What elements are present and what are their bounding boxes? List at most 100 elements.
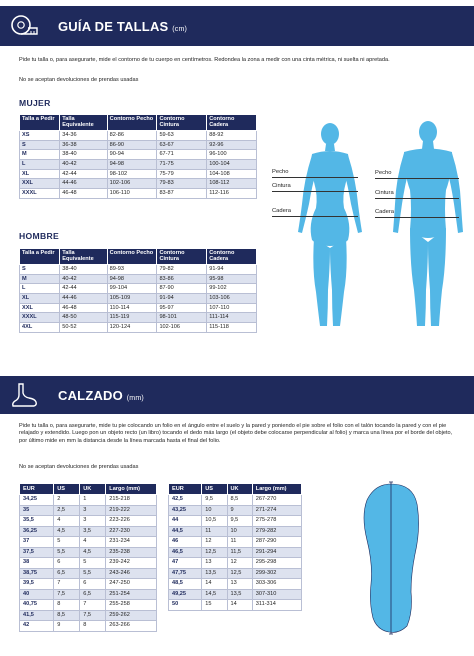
table-cell: 112-116 <box>206 188 257 199</box>
table-cell: 215-218 <box>105 494 157 506</box>
table-header: Talla Equivalente <box>59 248 108 265</box>
woman-body-figure <box>298 123 362 326</box>
table-cell: 90-94 <box>106 149 158 160</box>
table-cell: 9,5 <box>226 515 253 527</box>
table-cell: 83-87 <box>156 188 208 199</box>
table-cell: 35 <box>18 504 55 516</box>
clothing-title: GUÍA DE TALLAS (cm) <box>58 18 188 34</box>
table-cell: 82-86 <box>106 129 158 141</box>
table-cell: 219-222 <box>105 504 157 516</box>
man-chest-label: Pecho <box>375 170 392 176</box>
table-cell: 291-294 <box>251 546 303 558</box>
table-cell: 7,5 <box>79 609 107 621</box>
table-cell: 79-82 <box>156 263 208 275</box>
table-cell: 107-110 <box>206 302 257 314</box>
table-cell: 247-250 <box>105 578 157 590</box>
table-cell: 4,5 <box>79 546 107 558</box>
table-cell: XXL <box>18 302 61 314</box>
table-cell: 102-106 <box>156 322 208 333</box>
table-cell: 87-90 <box>156 283 208 294</box>
man-body-figure <box>393 121 463 326</box>
table-cell: 115-118 <box>206 322 257 333</box>
woman-chest-line <box>272 177 358 178</box>
table-cell: 91-94 <box>206 263 257 275</box>
table-header: US <box>53 483 81 495</box>
table-cell: M <box>18 273 61 285</box>
table-cell: 46,5 <box>167 546 203 558</box>
table-cell: XXXL <box>18 188 61 199</box>
table-cell: 307-310 <box>251 588 303 600</box>
table-cell: 299-302 <box>251 567 303 579</box>
table-cell: XS <box>18 129 61 141</box>
table-row: 42 9 8 263-266 <box>18 620 157 632</box>
table-cell: 11 <box>201 525 228 537</box>
table-cell: 11,5 <box>226 546 253 558</box>
table-cell: 50-52 <box>59 322 108 333</box>
table-cell: 8,5 <box>226 494 253 506</box>
table-cell: 1 <box>79 494 107 506</box>
table-cell: 75-79 <box>156 168 208 180</box>
table-cell: 37,5 <box>18 546 55 558</box>
table-header: Contorno Pecho <box>106 114 158 131</box>
table-cell: 98-101 <box>156 312 208 324</box>
table-cell: 12 <box>201 536 228 548</box>
table-cell: 3 <box>79 504 107 516</box>
man-chest-line <box>375 178 459 179</box>
table-cell: 271-274 <box>251 504 303 516</box>
woman-chest-label: Pecho <box>272 169 289 175</box>
table-cell: 100-104 <box>206 158 257 170</box>
table-cell: 47 <box>167 557 203 569</box>
shoe-right-body: 42,5 9,5 8,5 267-270 43,25 10 9 271-274 44 10,5 9,… <box>167 494 303 611</box>
table-header: EUR <box>167 483 203 495</box>
table-cell: 12,5 <box>226 567 253 579</box>
table-cell: 88-92 <box>206 129 257 141</box>
table-cell: 40-42 <box>59 273 108 285</box>
table-cell: S <box>18 263 61 275</box>
table-cell: 2,5 <box>53 504 81 516</box>
hombre-table: Talla a Pedir Talla Equivalente Contorno… <box>18 248 257 333</box>
table-cell: 239-242 <box>105 557 157 569</box>
table-row: M 40-42 94-98 83-86 95-98 <box>18 273 257 285</box>
man-waist-label: Cintura <box>375 190 394 196</box>
table-header: Talla Equivalente <box>59 114 108 131</box>
table-row: XL 44-46 105-109 91-94 103-106 <box>18 292 257 304</box>
woman-hip-line <box>272 216 358 217</box>
table-cell: 13,5 <box>201 567 228 579</box>
table-cell: 9,5 <box>201 494 228 506</box>
table-cell: 89-93 <box>106 263 158 275</box>
table-row: 42,5 9,5 8,5 267-270 <box>167 494 303 506</box>
table-cell: 48,5 <box>167 578 203 590</box>
table-cell: 10 <box>226 525 253 537</box>
table-row: 38 6 5 239-242 <box>18 557 157 569</box>
table-row: 37,5 5,5 4,5 235-238 <box>18 546 157 558</box>
table-cell: 98-102 <box>106 168 158 180</box>
table-row: XXL 44-46 102-106 79-83 108-112 <box>18 178 257 190</box>
hombre-table-body: S 38-40 89-93 79-82 91-94 M 40-42 94-98 83-86 95-… <box>18 263 257 333</box>
woman-waist-line <box>272 191 358 192</box>
table-cell: 275-278 <box>251 515 303 527</box>
table-cell: 235-238 <box>105 546 157 558</box>
table-cell: 103-106 <box>206 292 257 304</box>
table-cell: 38 <box>18 557 55 569</box>
table-cell: 3,5 <box>79 525 107 537</box>
table-cell: 14 <box>226 599 253 611</box>
table-row: 37 5 4 231-234 <box>18 536 157 548</box>
man-hip-line <box>375 217 459 218</box>
table-header: US <box>201 483 228 495</box>
table-header: Contorno Cadera <box>206 114 257 131</box>
table-cell: 9 <box>53 620 81 632</box>
footwear-no-returns: No se aceptan devoluciones de prendas us… <box>19 464 139 470</box>
table-cell: 227-230 <box>105 525 157 537</box>
table-row: 48,5 14 13 303-306 <box>167 578 303 590</box>
table-cell: 44,5 <box>167 525 203 537</box>
woman-waist-label: Cintura <box>272 183 291 189</box>
table-cell: S <box>18 139 61 151</box>
mujer-table: Talla a Pedir Talla Equivalente Contorno… <box>18 114 257 199</box>
table-cell: 295-298 <box>251 557 303 569</box>
footwear-banner: CALZADO (mm) <box>0 376 474 414</box>
table-row: XXL 46-48 110-114 95-97 107-110 <box>18 302 257 314</box>
table-cell: 42 <box>18 620 55 632</box>
table-row: XS 34-36 82-86 59-63 88-92 <box>18 129 257 141</box>
table-header: Largo (mm) <box>105 483 157 495</box>
table-row: 38,75 6,5 5,5 243-246 <box>18 567 157 579</box>
